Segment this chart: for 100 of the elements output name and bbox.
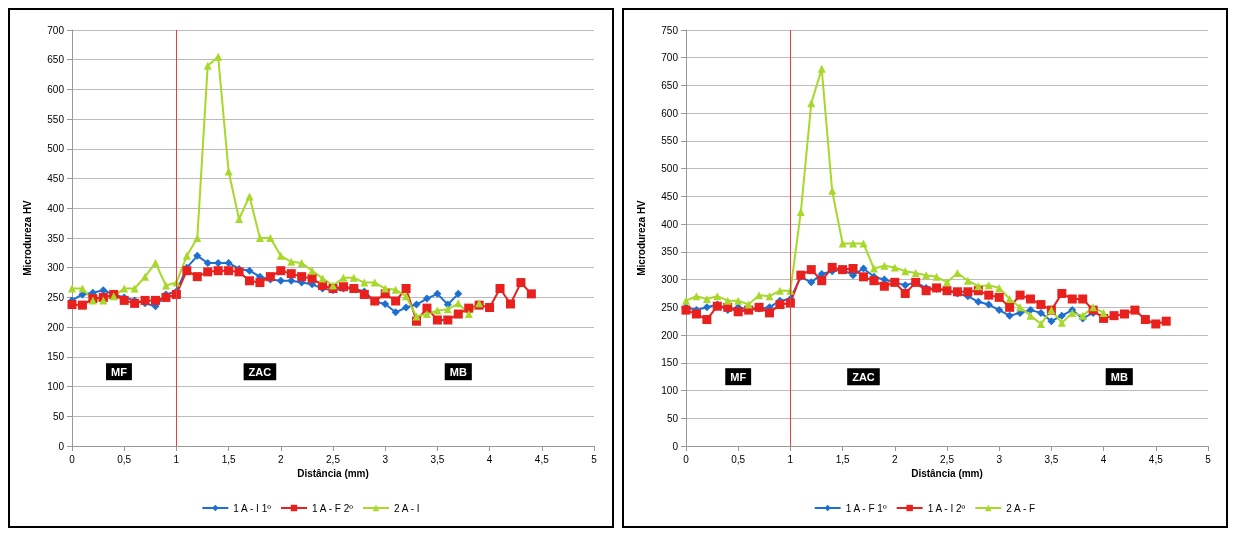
- point: [391, 296, 401, 306]
- point: [807, 278, 816, 287]
- point: [806, 265, 816, 275]
- point: [765, 308, 775, 318]
- point: [255, 234, 264, 242]
- point: [1005, 302, 1015, 312]
- point: [1005, 311, 1014, 320]
- point: [203, 267, 213, 277]
- x-tick-label: 4,5: [1148, 453, 1164, 465]
- legend-label: 1 A - I 1º: [233, 502, 272, 514]
- y-tick-label: 0: [672, 440, 679, 452]
- point: [932, 272, 941, 281]
- x-tick-label: 4,5: [534, 453, 550, 465]
- point: [1057, 288, 1067, 298]
- point: [141, 272, 150, 281]
- point: [1119, 309, 1129, 319]
- point: [224, 258, 233, 267]
- point: [1026, 311, 1035, 320]
- y-tick-label: 400: [661, 218, 679, 230]
- point: [193, 234, 202, 242]
- x-tick-label: 1: [173, 453, 180, 465]
- point: [1026, 294, 1036, 304]
- y-tick-label: 50: [666, 412, 679, 424]
- point: [78, 284, 87, 293]
- point: [702, 303, 711, 312]
- y-tick-label: 300: [661, 274, 679, 286]
- y-tick-label: 250: [47, 291, 65, 303]
- y-tick-label: 200: [661, 329, 679, 341]
- legend-label: 2 A - I: [393, 502, 420, 514]
- point: [963, 276, 972, 285]
- y-tick-label: 750: [661, 24, 679, 36]
- point: [422, 294, 431, 303]
- point: [1057, 311, 1066, 320]
- point: [1036, 308, 1045, 317]
- annotation: MF: [730, 370, 747, 383]
- point: [922, 271, 931, 280]
- point: [849, 239, 858, 248]
- point: [994, 292, 1004, 302]
- point: [192, 272, 202, 282]
- point: [412, 300, 421, 309]
- x-tick-label: 1,5: [835, 453, 850, 465]
- x-tick-label: 1: [787, 453, 794, 465]
- y-tick-label: 50: [52, 410, 65, 422]
- point: [203, 258, 212, 267]
- point: [307, 273, 317, 283]
- y-tick-label: 450: [47, 173, 65, 185]
- annotation: MF: [111, 365, 128, 378]
- point: [1026, 306, 1035, 315]
- point: [433, 289, 442, 298]
- point: [67, 300, 77, 310]
- y-tick-label: 650: [661, 79, 679, 91]
- point: [1067, 294, 1077, 304]
- x-tick-label: 0,5: [731, 453, 746, 465]
- point: [869, 264, 878, 273]
- point: [360, 278, 369, 287]
- point: [1078, 294, 1088, 304]
- y-tick-label: 250: [661, 301, 679, 313]
- x-tick-label: 1,5: [221, 453, 236, 465]
- x-axis-title: Distância (mm): [911, 468, 983, 480]
- point: [880, 261, 889, 270]
- point: [859, 264, 868, 273]
- point: [495, 284, 505, 294]
- point: [765, 292, 774, 301]
- point: [1036, 319, 1045, 328]
- point: [234, 267, 244, 277]
- point: [182, 251, 191, 260]
- point: [266, 234, 275, 242]
- point: [287, 257, 296, 266]
- point: [733, 307, 743, 317]
- point: [755, 291, 764, 300]
- point: [453, 309, 463, 319]
- point: [381, 284, 390, 293]
- point: [193, 251, 202, 260]
- y-tick-label: 150: [661, 357, 679, 369]
- point: [526, 289, 536, 299]
- x-tick-label: 0: [69, 453, 76, 465]
- point: [276, 251, 285, 260]
- point: [859, 239, 868, 248]
- point: [308, 266, 317, 275]
- point: [391, 285, 400, 294]
- point: [848, 264, 858, 274]
- point: [744, 300, 753, 309]
- y-axis-title: Microdureza HV: [635, 199, 647, 276]
- point: [485, 303, 495, 313]
- point: [297, 272, 307, 282]
- point: [297, 258, 306, 267]
- point: [276, 276, 285, 285]
- point: [203, 61, 212, 70]
- point: [901, 281, 910, 290]
- point: [995, 283, 1004, 292]
- point: [68, 284, 76, 293]
- y-tick-label: 150: [47, 351, 65, 363]
- x-tick-label: 3,5: [430, 453, 445, 465]
- point: [1099, 308, 1108, 317]
- point: [702, 295, 711, 304]
- x-tick-label: 2,5: [940, 453, 955, 465]
- point: [454, 289, 463, 298]
- point: [796, 207, 805, 216]
- point: [1015, 290, 1025, 300]
- point: [775, 300, 785, 310]
